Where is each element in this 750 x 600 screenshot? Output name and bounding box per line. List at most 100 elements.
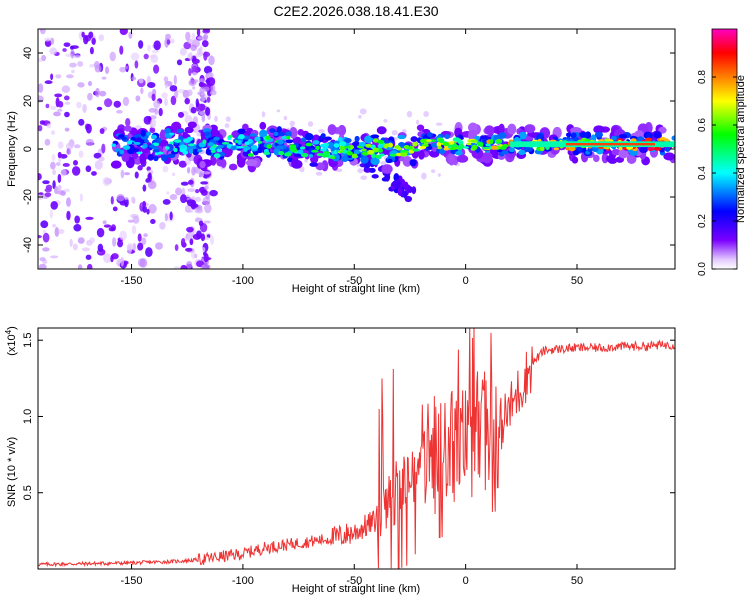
spectrogram-noise-blob (437, 173, 441, 177)
spectrogram-noise-blob (185, 31, 191, 41)
spectrogram-signal-blob (151, 146, 159, 150)
spectrogram-signal-blob (276, 139, 284, 145)
spectrogram-signal-blob (397, 147, 402, 151)
spectrogram-signal-blob (300, 137, 307, 142)
spectrogram-trail-blob (397, 186, 403, 196)
spectrogram-noise-blob (191, 32, 196, 41)
spectrogram-noise-blob (86, 239, 93, 246)
spectrogram-signal-blob (448, 154, 455, 166)
spectrogram-signal-blob (593, 154, 600, 163)
spectrogram-noise-blob (435, 122, 443, 126)
spectrogram-noise-blob (150, 118, 157, 129)
spectrogram-noise-blob (119, 45, 124, 55)
spectrogram-noise-blob (72, 159, 78, 166)
spectrogram-noise-blob (110, 255, 114, 263)
spectrogram-signal-blob (539, 146, 545, 152)
spectrogram-noise-blob (50, 201, 59, 210)
spectrogram-signal-blob (605, 155, 614, 163)
spectrogram-noise-blob (42, 180, 50, 185)
spectrogram-noise-blob (225, 116, 231, 122)
spectrogram-noise-blob (112, 206, 118, 212)
spectrogram-signal-blob (470, 139, 479, 143)
spectrogram-noise-blob (198, 169, 205, 178)
spectrogram-noise-blob (187, 89, 193, 96)
spectrogram-noise-blob (169, 211, 173, 221)
spectrogram-noise-blob (46, 123, 52, 129)
spectrogram-signal-blob (354, 135, 360, 142)
spectrogram-signal-blob (401, 149, 406, 153)
spectrogram-noise-blob (205, 264, 211, 269)
spectrogram-signal-blob (518, 149, 526, 156)
spectrogram-noise-blob (98, 34, 105, 42)
spectrogram-signal-blob (378, 148, 383, 153)
spectrogram-noise-blob (146, 208, 150, 215)
spectrogram-signal-blob (663, 152, 675, 161)
spectrogram-noise-blob (139, 258, 148, 268)
spectrogram-noise-blob (190, 44, 197, 51)
spectrogram-signal-blob (630, 138, 637, 142)
spectrogram-signal-blob (351, 153, 358, 159)
spectrogram-noise-blob (66, 210, 71, 221)
spectrogram-signal-blob (467, 122, 478, 133)
spectrogram-signal-blob (236, 156, 246, 168)
spectrogram-noise-blob (134, 171, 139, 179)
spectrogram-signal-blob (146, 131, 151, 136)
spectrogram-signal-blob (500, 150, 509, 155)
spectrogram-signal-blob (496, 138, 503, 143)
spectrogram-signal-blob (508, 147, 515, 153)
spectrogram-signal-blob (249, 133, 257, 137)
spectrogram-noise-blob (66, 142, 74, 150)
spectrogram-signal-blob (337, 150, 343, 154)
spectrogram-noise-blob (96, 227, 105, 238)
spectrogram-trail-blob (371, 174, 379, 179)
spectrogram-signal-blob (471, 144, 478, 150)
spectrogram-signal-blob (476, 141, 484, 146)
spectrogram-signal-blob (182, 131, 189, 140)
spectrogram-noise-blob (77, 61, 84, 67)
spectrogram-noise-blob (203, 51, 211, 58)
spectrogram-noise-blob (180, 264, 188, 269)
spectrogram-signal-blob (285, 139, 294, 144)
spectrogram-noise-blob (89, 46, 94, 55)
spectrogram-noise-blob (151, 93, 156, 102)
spectrogram-noise-blob (202, 171, 211, 175)
spectrogram-noise-blob (57, 173, 62, 183)
spectrogram-noise-blob (83, 34, 89, 45)
spectrogram-noise-blob (194, 253, 198, 259)
spectrogram-noise-blob (97, 243, 104, 253)
spectrogram-noise-blob (134, 60, 139, 69)
spectrogram-noise-blob (49, 209, 53, 219)
spectrogram-noise-blob (81, 247, 91, 252)
spectrogram-signal-blob (553, 147, 560, 151)
spectrogram-noise-blob (78, 118, 85, 126)
colorbar: 0.0 0.2 0.4 0.6 0.8 Normalized spectral ampl… (697, 28, 747, 276)
spectrogram-signal-blob (438, 138, 445, 144)
spectrogram-noise-blob (39, 120, 46, 125)
spectrogram-signal-blob (171, 121, 182, 131)
spectrogram-signal-blob (455, 150, 463, 156)
spectrogram-noise-blob (62, 48, 67, 52)
spectrogram-noise-blob (174, 89, 179, 99)
spectrogram-noise-blob (406, 110, 413, 118)
spectrogram-noise-blob (109, 51, 116, 62)
spectrogram-noise-blob (44, 192, 52, 198)
spectrogram-signal-blob (254, 136, 261, 142)
spectrogram-noise-blob (162, 198, 171, 205)
spectrogram-noise-blob (153, 100, 161, 109)
spectrogram-noise-blob (99, 90, 107, 97)
spectrogram-noise-blob (39, 257, 46, 262)
spectrogram-noise-blob (141, 237, 147, 246)
spectrogram-noise-blob (57, 141, 64, 149)
spectrogram-noise-blob (423, 110, 429, 118)
spectrogram-signal-blob (371, 153, 376, 159)
spectrogram-noise-blob (197, 36, 204, 40)
spectrogram-noise-blob (85, 216, 94, 220)
spectrogram-noise-blob (44, 37, 52, 42)
spectrogram-signal-blob (278, 150, 285, 156)
spectrogram-signal-blob (333, 143, 340, 148)
spectrogram-signal-blob (237, 128, 246, 135)
spectrogram-noise-blob (143, 233, 148, 238)
spectrogram-noise-blob (124, 172, 131, 176)
spectrogram-noise-blob (194, 196, 202, 202)
spectrogram-signal-blob (237, 140, 242, 145)
